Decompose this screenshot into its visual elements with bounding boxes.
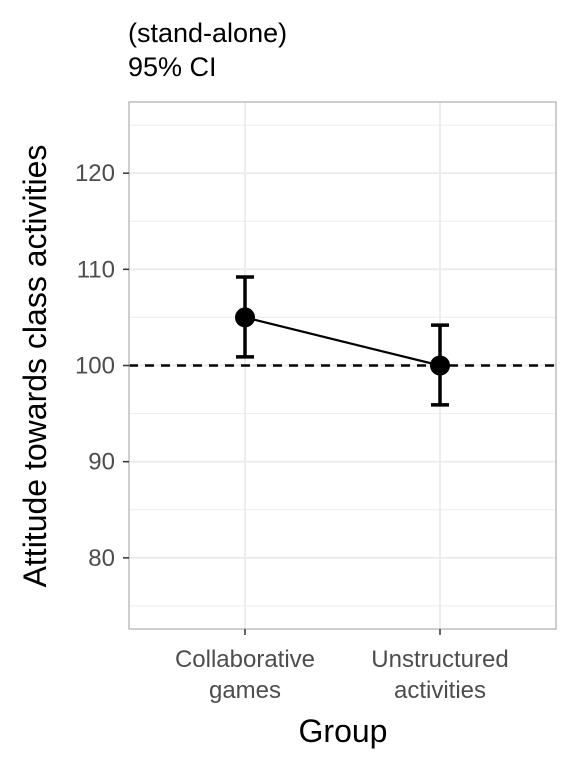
points: [235, 307, 450, 376]
chart-title-line-1: (stand-alone): [128, 18, 287, 48]
chart-title-line-2: 95% CI: [128, 52, 217, 82]
x-tick-label: Collaborative: [175, 646, 315, 673]
data-point: [430, 355, 450, 376]
series-line: [244, 316, 441, 367]
y-tick-label: 80: [88, 545, 115, 572]
series: [244, 316, 441, 367]
y-tick-label: 120: [75, 160, 115, 187]
y-axis-title: Attitude towards class activities: [17, 145, 53, 588]
y-tick-label: 110: [77, 256, 115, 283]
x-axis-title: Group: [299, 713, 388, 749]
x-axis-ticks: Collaborative games Unstructured activities: [175, 629, 509, 704]
x-tick-label: Unstructured: [371, 646, 508, 673]
x-tick-label: activities: [394, 677, 486, 704]
data-point: [235, 307, 255, 328]
x-tick-label: games: [209, 677, 281, 704]
y-axis-ticks: 80 90 100 110 120: [75, 160, 129, 572]
y-tick-label: 100: [75, 353, 115, 380]
y-tick-label: 90: [88, 449, 115, 476]
chart-title: (stand-alone) 95% CI: [128, 18, 287, 82]
